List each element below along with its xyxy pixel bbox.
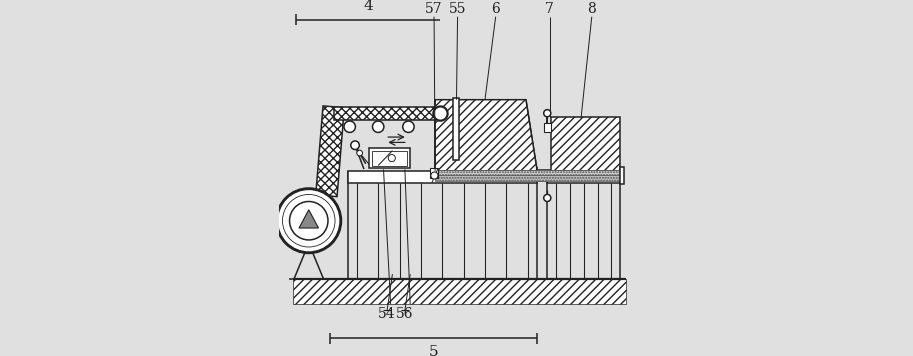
Bar <box>348 171 537 183</box>
Text: 4: 4 <box>363 0 373 13</box>
Polygon shape <box>436 100 537 171</box>
Circle shape <box>544 110 551 117</box>
Text: 57: 57 <box>425 2 443 16</box>
Bar <box>333 107 440 120</box>
Circle shape <box>277 189 341 253</box>
Bar <box>551 117 620 171</box>
Circle shape <box>544 194 551 201</box>
Bar <box>430 168 437 178</box>
Circle shape <box>289 201 328 240</box>
Text: 54: 54 <box>378 307 396 321</box>
Bar <box>373 151 407 166</box>
Circle shape <box>373 121 383 132</box>
Text: 6: 6 <box>491 2 500 16</box>
Text: 8: 8 <box>587 2 596 16</box>
Bar <box>436 175 620 181</box>
Bar <box>369 148 410 168</box>
Circle shape <box>351 141 360 150</box>
Circle shape <box>282 194 335 247</box>
Bar <box>453 98 459 160</box>
Text: 5: 5 <box>428 345 438 356</box>
Text: 7: 7 <box>545 2 554 16</box>
Polygon shape <box>299 210 319 228</box>
Circle shape <box>434 106 447 121</box>
Bar <box>620 167 624 184</box>
Bar <box>293 279 625 304</box>
Circle shape <box>388 155 395 162</box>
Circle shape <box>344 121 355 132</box>
Bar <box>544 123 551 132</box>
Circle shape <box>357 150 362 156</box>
Bar <box>547 171 620 183</box>
Text: 56: 56 <box>396 307 414 321</box>
Circle shape <box>403 121 415 132</box>
Polygon shape <box>316 106 344 197</box>
Bar <box>436 170 620 175</box>
Circle shape <box>431 172 438 179</box>
Text: 55: 55 <box>449 2 467 16</box>
